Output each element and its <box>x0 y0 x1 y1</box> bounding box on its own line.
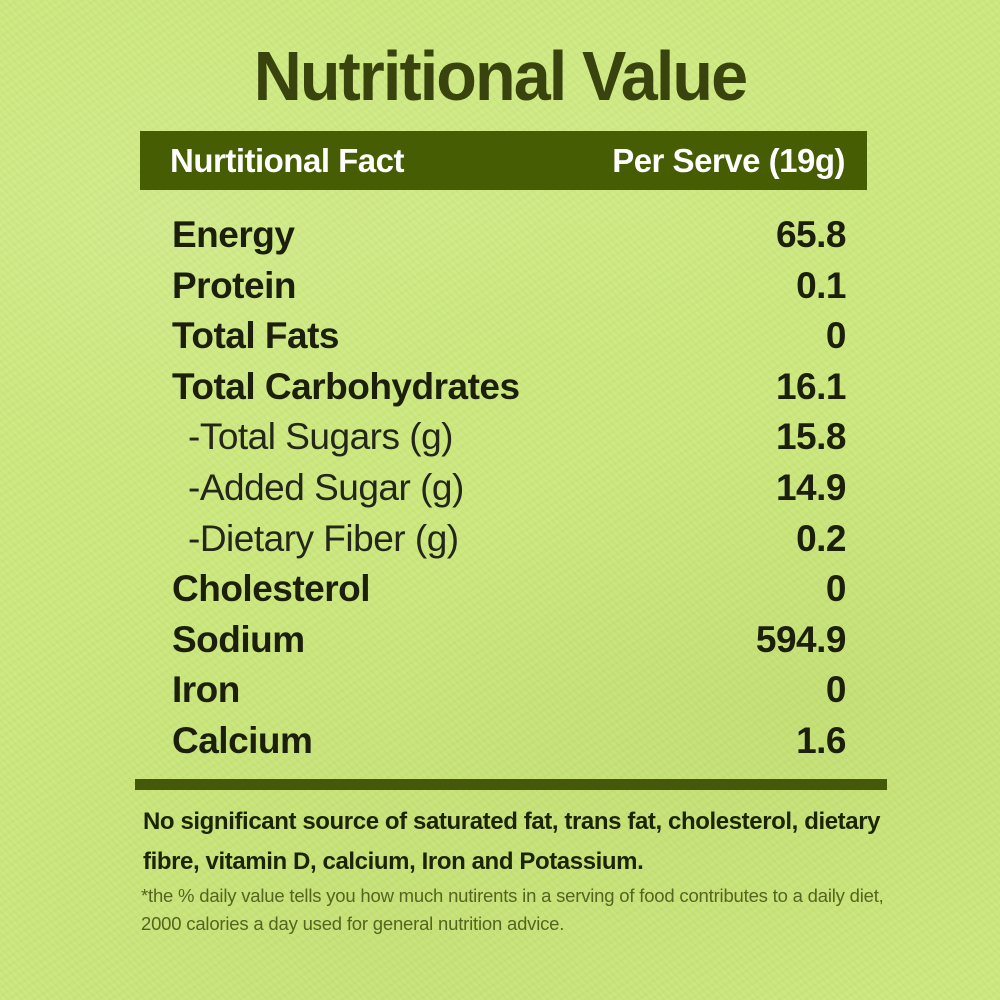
table-row: Total Carbohydrates 16.1 <box>140 362 847 412</box>
nutrient-value: 594.9 <box>755 618 847 660</box>
table-row: Energy 65.8 <box>140 210 847 260</box>
table-header-bar: Nurtitional Fact Per Serve (19g) <box>140 131 867 190</box>
nutrient-label: Total Carbohydrates <box>172 365 520 407</box>
nutrient-value: 0 <box>825 669 847 711</box>
nutrient-label: Protein <box>172 264 296 306</box>
table-row: -Total Sugars (g) 15.8 <box>140 412 847 462</box>
table-row: -Added Sugar (g) 14.9 <box>140 463 847 513</box>
header-serve-label: Per Serve (19g) <box>612 141 845 179</box>
nutrition-table-body: Energy 65.8 Protein 0.1 Total Fats 0 Tot… <box>140 210 847 766</box>
nutrient-label: Calcium <box>172 719 313 761</box>
nutrient-label: Iron <box>172 669 240 711</box>
nutrient-value: 0.1 <box>796 264 846 306</box>
table-row: Calcium 1.6 <box>140 716 846 766</box>
nutrient-value: 0 <box>825 315 847 357</box>
nutrient-label: -Added Sugar (g) <box>188 466 464 508</box>
nutrient-value: 65.8 <box>775 214 847 255</box>
nutrient-value: 16.1 <box>775 365 847 407</box>
no-significant-source-note: No significant source of saturated fat, … <box>143 808 881 875</box>
daily-value-fine-print: *the % daily value tells you how much nu… <box>141 885 884 934</box>
nutrient-label: -Total Sugars (g) <box>188 416 454 458</box>
table-row: -Dietary Fiber (g) 0.2 <box>140 514 846 564</box>
divider-rule <box>135 779 887 790</box>
table-row: Cholesterol 0 <box>140 564 847 614</box>
nutrient-label: Energy <box>172 214 295 255</box>
table-row: Total Fats 0 <box>140 311 847 361</box>
nutrient-value: 14.9 <box>775 466 847 508</box>
header-fact-label: Nurtitional Fact <box>170 141 405 179</box>
page-title: Nutritional Value <box>253 37 748 115</box>
nutrient-value: 1.6 <box>796 719 846 761</box>
nutrient-value: 0 <box>825 568 847 610</box>
nutrient-label: Cholesterol <box>172 568 371 610</box>
table-row: Sodium 594.9 <box>140 615 847 665</box>
nutrient-label: Total Fats <box>172 315 340 357</box>
nutrient-value: 0.2 <box>796 517 846 559</box>
nutrient-value: 15.8 <box>775 416 847 458</box>
table-row: Protein 0.1 <box>140 261 846 311</box>
nutrient-label: -Dietary Fiber (g) <box>188 517 459 559</box>
nutrient-label: Sodium <box>172 618 305 660</box>
table-row: Iron 0 <box>140 665 847 715</box>
